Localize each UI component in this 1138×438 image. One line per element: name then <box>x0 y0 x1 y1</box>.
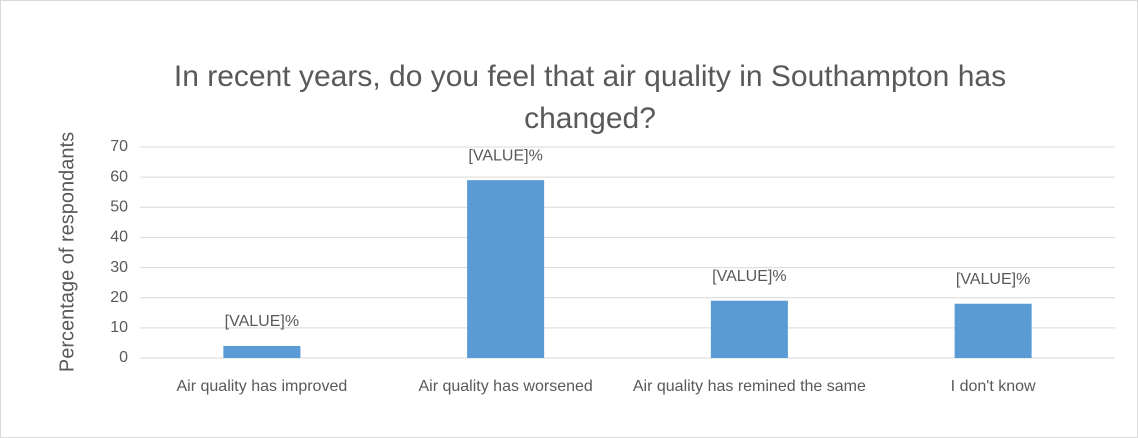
bar <box>467 180 545 358</box>
x-tick-label: Air quality has worsened <box>418 378 593 395</box>
x-tick-label-box: Air quality has remined the same <box>632 378 866 395</box>
bar <box>710 300 788 358</box>
x-tick-label: Air quality has improved <box>176 378 348 395</box>
y-axis-label: Percentage of respondants <box>56 132 78 372</box>
chart-title-box: In recent years, do you feel that air qu… <box>173 60 1007 135</box>
y-tick-label: 10 <box>110 319 128 336</box>
data-label: [VALUE]% <box>956 271 1030 288</box>
data-label: [VALUE]% <box>468 147 542 164</box>
y-tick-label: 60 <box>110 168 128 185</box>
chart-title: In recent years, do you feel that air qu… <box>173 60 1007 135</box>
data-label: [VALUE]% <box>225 313 299 330</box>
y-tick-label: 70 <box>110 138 128 155</box>
y-tick-label: 50 <box>110 199 128 216</box>
x-tick-label-box: Air quality has worsened <box>418 378 593 395</box>
bar <box>223 345 301 358</box>
x-tick-label-box: I don't know <box>950 378 1036 395</box>
data-label: [VALUE]% <box>712 268 786 285</box>
x-tick-label-box: Air quality has improved <box>176 378 348 395</box>
y-tick-label: 0 <box>119 349 128 366</box>
y-tick-label: 30 <box>110 259 128 276</box>
y-tick-label: 20 <box>110 289 128 306</box>
y-tick-label: 40 <box>110 229 128 246</box>
bar <box>954 303 1032 358</box>
x-tick-label: I don't know <box>950 378 1036 395</box>
x-tick-label: Air quality has remined the same <box>632 378 866 395</box>
